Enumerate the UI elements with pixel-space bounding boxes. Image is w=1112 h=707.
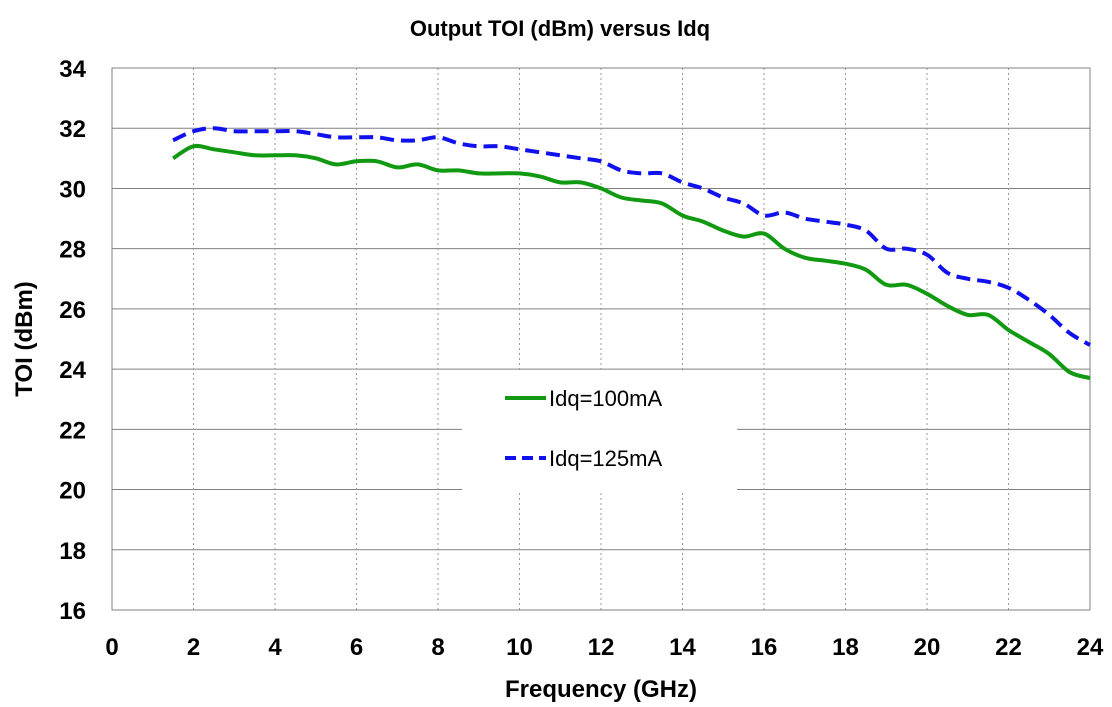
y-tick-label-28: 28 [59,237,86,264]
x-tick-label-4: 4 [268,634,282,661]
x-tick-label-6: 6 [350,634,363,661]
y-tick-label-30: 30 [59,176,86,203]
chart-title: Output TOI (dBm) versus Idq [410,16,710,41]
legend-label-idq-100: Idq=100mA [549,386,662,411]
y-tick-label-32: 32 [59,116,86,143]
y-tick-label-22: 22 [59,417,86,444]
x-tick-label-14: 14 [669,634,696,661]
series-group [172,126,1092,381]
y-tick-label-18: 18 [59,538,86,565]
x-tick-labels: 0 2 4 6 8 10 12 14 16 18 20 22 24 [105,634,1104,661]
x-tick-label-18: 18 [832,634,859,661]
legend-label-idq-125: Idq=125mA [549,446,662,471]
x-tick-label-8: 8 [431,634,444,661]
x-tick-label-16: 16 [751,634,778,661]
plot-border [111,67,1091,611]
x-tick-label-22: 22 [995,634,1022,661]
legend: Idq=100mA Idq=125mA [462,373,737,491]
x-axis-label: Frequency (GHz) [505,676,697,703]
x-tick-label-2: 2 [187,634,200,661]
series-line-1 [172,126,1092,347]
x-tick-label-10: 10 [506,634,533,661]
y-tick-label-16: 16 [59,598,86,625]
plot-area [111,67,1092,611]
y-tick-label-24: 24 [59,357,86,384]
x-tick-label-20: 20 [914,634,941,661]
x-tick-label-0: 0 [105,634,118,661]
y-tick-labels: 16 18 20 22 24 26 28 30 32 34 [59,56,86,625]
y-axis-label: TOI (dBm) [11,281,38,397]
x-tick-label-24: 24 [1077,634,1104,661]
series-line-0 [172,143,1091,381]
y-tick-label-26: 26 [59,297,86,324]
y-tick-label-20: 20 [59,478,86,505]
x-tick-label-12: 12 [588,634,615,661]
legend-background [462,373,737,491]
y-tick-label-34: 34 [59,56,86,83]
